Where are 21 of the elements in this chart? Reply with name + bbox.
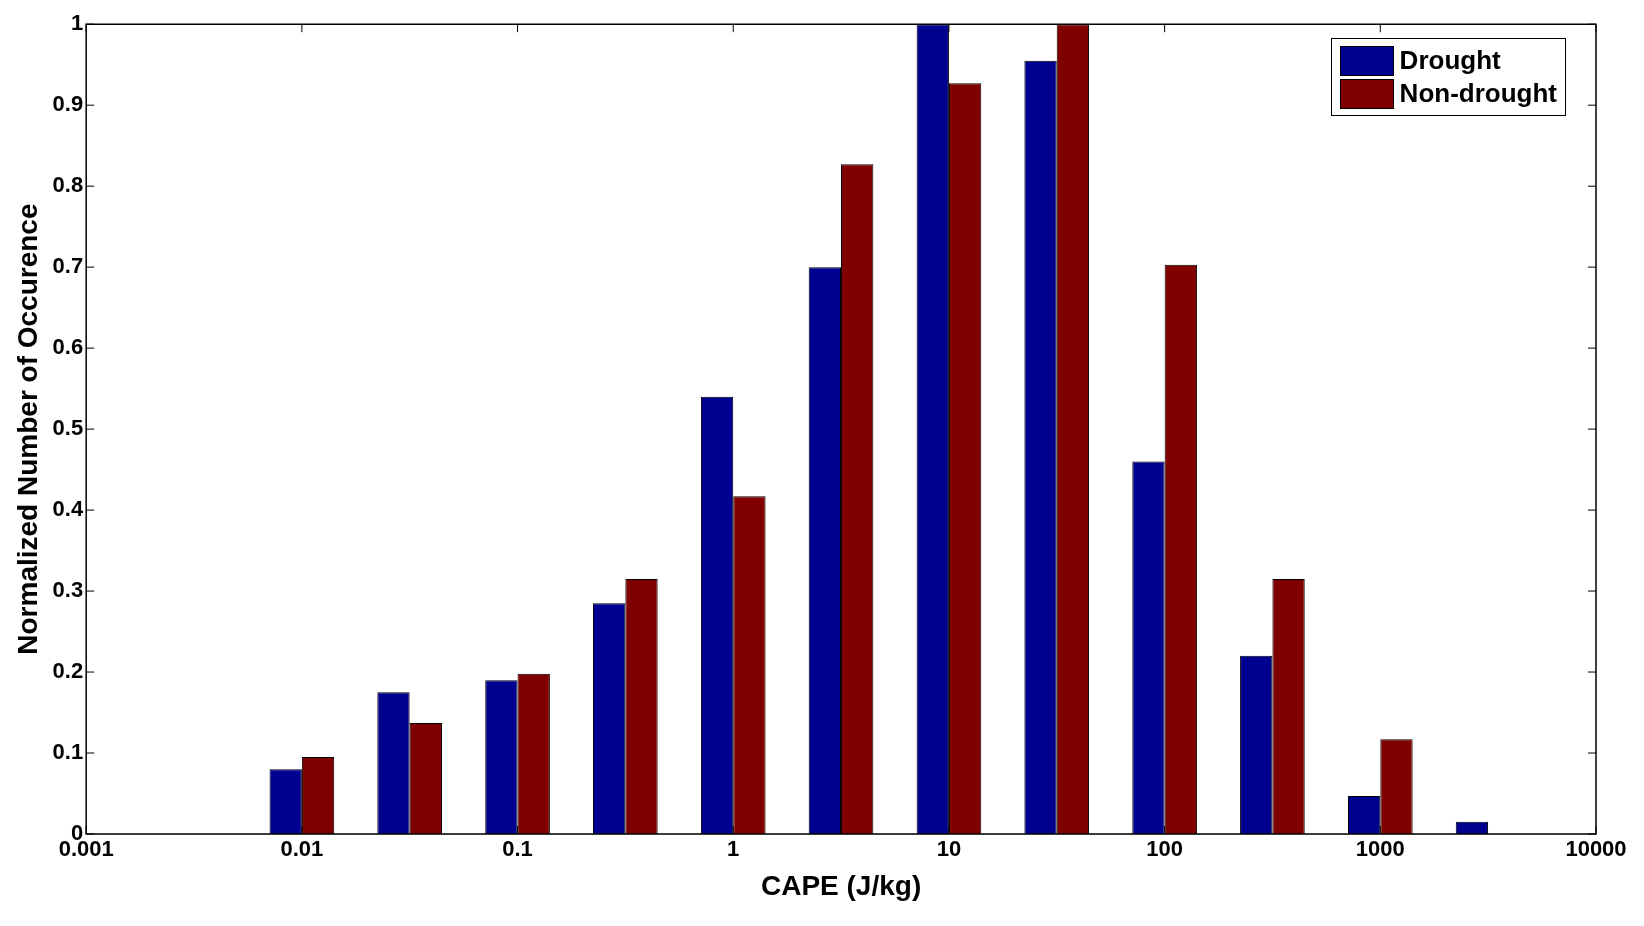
y-tick-label: 0.7 — [52, 253, 84, 279]
y-axis-title: Normalized Number of Occurence — [11, 203, 43, 655]
x-tick-label: 10000 — [1565, 836, 1627, 862]
x-axis-title: CAPE (J/kg) — [760, 869, 922, 901]
y-tick-label: 0.5 — [52, 415, 84, 441]
y-tick-label: 0.9 — [52, 91, 84, 117]
legend-label: Non-drought — [1399, 78, 1557, 109]
x-tick-label: 0.1 — [502, 836, 533, 862]
y-tick-label: 0.1 — [52, 739, 84, 765]
x-tick-label: 1000 — [1355, 836, 1405, 862]
y-tick-label: 0.2 — [52, 658, 84, 684]
y-tick-label: 0.6 — [52, 334, 84, 360]
x-tick-label: 10 — [936, 836, 962, 862]
y-tick-label: 0.8 — [52, 172, 84, 198]
legend-label: Drought — [1399, 45, 1501, 76]
x-tick-label: 0.01 — [280, 836, 324, 862]
y-tick-label: 1 — [70, 10, 84, 36]
y-tick-label: 0.3 — [52, 577, 84, 603]
y-tick-label: 0.4 — [52, 496, 84, 522]
x-tick-label: 100 — [1146, 836, 1183, 862]
x-tick-label: 1 — [727, 836, 740, 862]
